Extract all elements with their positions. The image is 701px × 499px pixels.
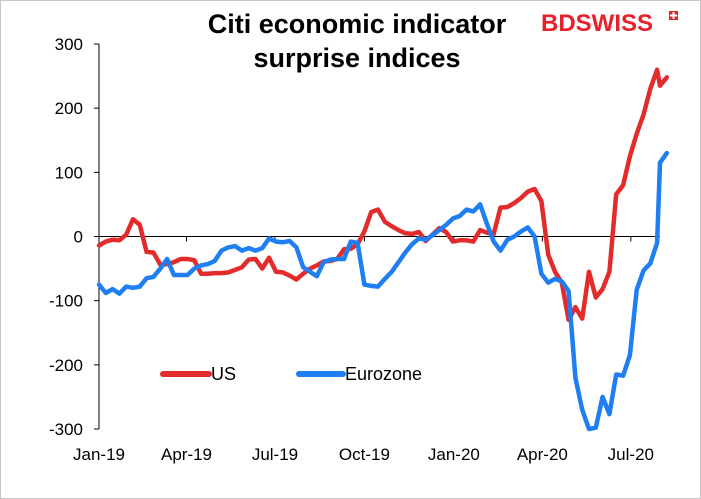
x-tick-label: Oct-19 [339, 445, 390, 464]
brand-logo: BDSWISS [541, 10, 678, 37]
series-line-eurozone [96, 150, 670, 432]
legend-label-eurozone: Eurozone [345, 364, 422, 384]
y-tick-label: -300 [49, 420, 83, 439]
legend: US Eurozone [160, 364, 422, 384]
brand-logo-text: BDSWISS [541, 10, 653, 37]
x-tick-label: Jul-20 [608, 445, 654, 464]
y-tick-label: 200 [55, 99, 83, 118]
chart-title-line-2: surprise indices [253, 43, 460, 73]
x-axis-ticks: Jan-19 Apr-19 Jul-19 Oct-19 Jan-20 Apr-20 Jul-… [73, 236, 654, 464]
y-tick-label: 300 [55, 35, 83, 54]
x-tick-label: Jan-20 [428, 445, 480, 464]
y-tick-label: -200 [49, 356, 83, 375]
x-tick-label: Jan-19 [73, 445, 125, 464]
y-axis-ticks: 300 200 100 0 -100 -200 -300 [49, 35, 99, 439]
y-tick-label: 100 [55, 163, 83, 182]
y-tick-label: -100 [49, 292, 83, 311]
x-tick-label: Apr-20 [517, 445, 568, 464]
x-tick-label: Jul-19 [252, 445, 298, 464]
logo-plus-icon [669, 11, 678, 20]
chart-title: Citi economic indicator surprise indices [208, 9, 507, 73]
chart-title-line-1: Citi economic indicator [208, 9, 507, 39]
legend-label-us: US [211, 364, 236, 384]
x-tick-label: Apr-19 [161, 445, 212, 464]
series-lines [96, 67, 670, 432]
y-tick-label: 0 [74, 228, 83, 247]
series-line-us [96, 67, 670, 323]
